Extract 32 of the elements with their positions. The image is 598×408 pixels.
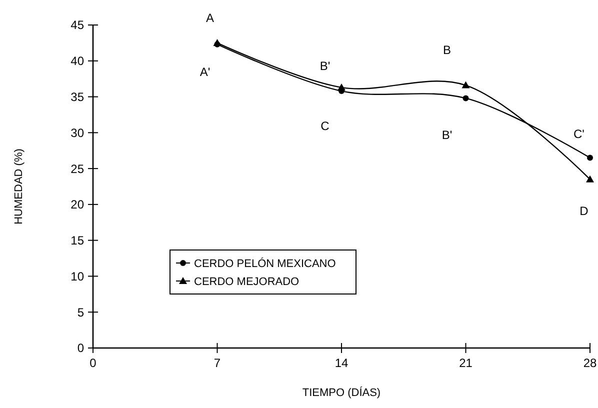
y-tick-label: 45 (70, 18, 84, 32)
x-tick-label: 7 (214, 356, 221, 370)
y-tick-label: 25 (70, 162, 84, 176)
legend-label: CERDO PELÓN MEXICANO (194, 256, 336, 270)
annotation: B' (442, 128, 452, 142)
point (462, 81, 470, 88)
x-tick-label: 28 (583, 356, 597, 370)
x-tick-label: 0 (90, 356, 97, 370)
annotation: A (206, 11, 214, 26)
point (462, 95, 469, 102)
y-tick-label: 35 (70, 90, 84, 104)
annotation: B (442, 43, 452, 58)
point (214, 41, 220, 48)
point (586, 175, 594, 182)
annotation: A' (200, 65, 210, 80)
y-tick-label: 5 (77, 305, 84, 320)
annotation: C' (574, 127, 584, 142)
y-tick-label: 40 (70, 54, 84, 68)
y-tick-label: 0 (77, 341, 84, 356)
x-tick-label: 21 (459, 356, 473, 370)
y-tick-label: 15 (70, 234, 84, 248)
point (587, 154, 593, 161)
x-tick-label: 14 (334, 356, 348, 370)
annotation: C (320, 119, 330, 134)
annotation: B' (320, 59, 330, 74)
y-axis-title: HUMEDAD (%) (13, 148, 25, 224)
y-tick-label: 20 (70, 198, 84, 212)
x-axis-title: TIEMPO (DÍAS) (302, 386, 381, 399)
annotation: D (580, 204, 589, 218)
y-tick-label: 30 (70, 126, 84, 140)
legend-label: CERDO MEJORADO (194, 276, 300, 288)
y-tick-label: 10 (70, 269, 84, 284)
